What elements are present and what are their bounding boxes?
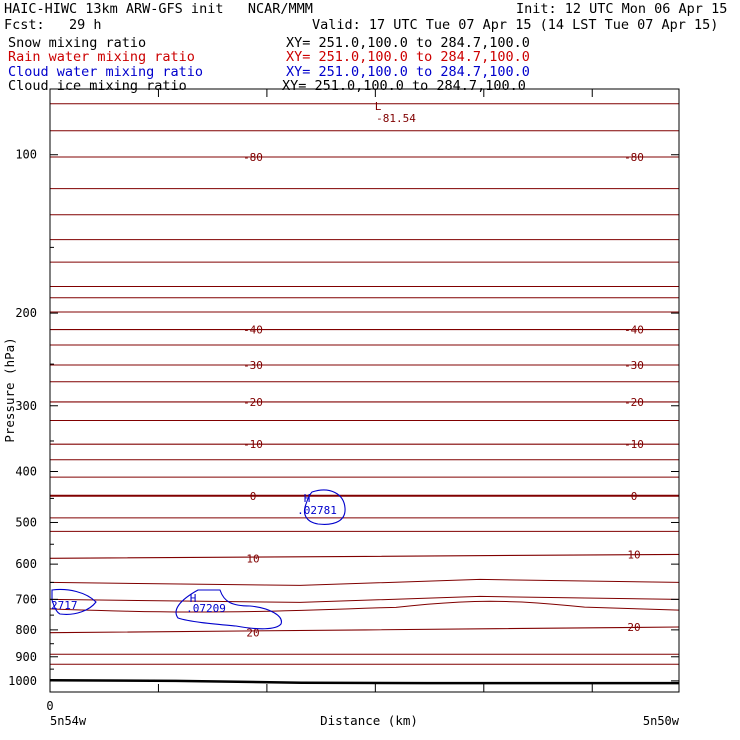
y-axis-title: Pressure (hPa) [2, 337, 17, 442]
contour-label: -10 [243, 438, 263, 451]
cloud-water-contour [175, 589, 282, 630]
contour-line [49, 553, 680, 559]
contour-line [49, 578, 680, 586]
max-marker: H [190, 592, 197, 605]
y-tick-label: 500 [15, 515, 37, 529]
model-title: HAIC-HIWC 13km ARW-GFS init NCAR/MMM [4, 1, 313, 17]
plot-frame [49, 88, 680, 693]
field-snow-xy: XY= 251.0,100.0 to 284.7,100.0 [286, 35, 530, 51]
temperature-contours: -80 -80 -40 -40 -30 -30 -20 -20 -10 -10 0 0 10 10 20 20 [49, 103, 680, 665]
contour-line [49, 626, 680, 634]
contour-label: -30 [243, 359, 263, 372]
contour-label: -30 [624, 359, 644, 372]
forecast-hour: Fcst: 29 h [4, 17, 102, 33]
min-marker: L [375, 100, 382, 113]
y-tick-label: 600 [15, 557, 37, 571]
valid-time: Valid: 17 UTC Tue 07 Apr 15 (14 LST Tue … [312, 17, 719, 33]
contour-label: -40 [243, 324, 263, 337]
contour-label: -80 [624, 151, 644, 164]
contour-label: 20 [246, 627, 259, 640]
contour-label: 20 [627, 621, 640, 634]
contour-line [49, 600, 680, 613]
y-tick-label: 900 [15, 650, 37, 664]
field-cloudwater-label: Cloud water mixing ratio [8, 64, 204, 80]
y-tick-label: 700 [15, 592, 37, 606]
field-cloudice-label: Cloud ice mixing ratio [8, 78, 187, 94]
contour-label: -80 [243, 151, 263, 164]
contour-label: 0 [631, 490, 638, 503]
field-cloudwater-xy: XY= 251.0,100.0 to 284.7,100.0 [286, 64, 530, 80]
min-value: -81.54 [376, 112, 416, 125]
contour-label: -20 [243, 396, 263, 409]
y-tick-label: 200 [15, 306, 37, 320]
contour-label: 0 [250, 490, 257, 503]
x-axis-title: Distance (km) [320, 713, 418, 728]
y-tick-label: 300 [15, 399, 37, 413]
contour-label: -40 [624, 324, 644, 337]
init-time: Init: 12 UTC Mon 06 Apr 15 [516, 1, 728, 17]
contour-label: 10 [246, 552, 259, 565]
cloud-water-contours [51, 489, 346, 630]
cloud-water-contour [303, 489, 346, 525]
x-endpoint-right: 5n50w [643, 714, 680, 728]
x-axis: 0 [46, 89, 593, 713]
field-rain-xy: XY= 251.0,100.0 to 284.7,100.0 [286, 49, 530, 65]
cloud-water-contour [51, 588, 97, 615]
y-tick-label: 800 [15, 623, 37, 637]
contour-label: 10 [627, 548, 640, 561]
x-endpoint-left: 5n54w [50, 714, 87, 728]
contour-line [49, 595, 680, 603]
field-rain-label: Rain water mixing ratio [8, 49, 195, 65]
terrain-path [49, 678, 679, 685]
extremum-value: 2717 [51, 599, 78, 612]
y-tick-label: 400 [15, 464, 37, 478]
field-cloudice-xy: XY= 251.0,100.0 to 284.7,100.0 [282, 78, 526, 94]
x-tick-label: 0 [46, 699, 53, 713]
max-value: .02781 [297, 504, 337, 517]
max-value: .07209 [186, 602, 226, 615]
contour-label: -20 [624, 396, 644, 409]
y-tick-label: 1000 [8, 674, 37, 688]
terrain-line [49, 678, 679, 685]
y-tick-label: 100 [15, 148, 37, 162]
field-snow-label: Snow mixing ratio [8, 35, 147, 51]
contour-label: -10 [624, 438, 644, 451]
max-marker: H [304, 492, 311, 505]
